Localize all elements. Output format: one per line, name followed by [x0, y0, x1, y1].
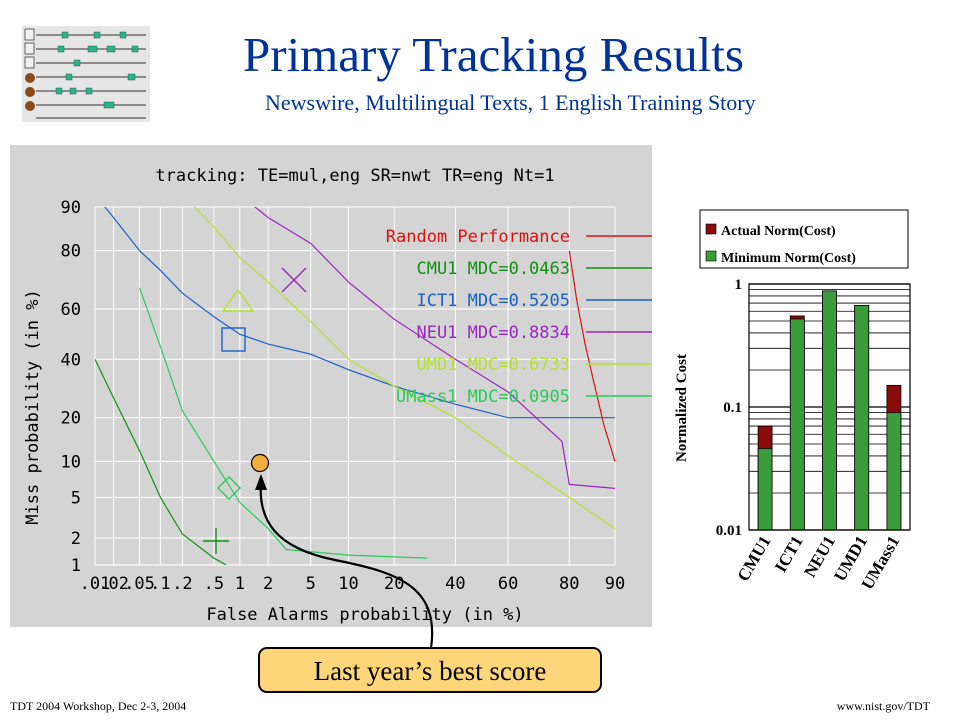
det-y-tick-label: 60	[61, 300, 81, 320]
bar-bars	[757, 290, 902, 531]
det-y-tick-label: 1	[71, 556, 81, 576]
footer-workshop: TDT 2004 Workshop, Dec 2-3, 2004	[10, 699, 187, 713]
callout-arrow-head	[255, 474, 267, 490]
legend-swatch-minimum	[705, 250, 717, 262]
det-x-tick-label: 90	[605, 574, 625, 594]
bar-frame	[748, 283, 911, 531]
cost-bar-chart: Actual Norm(Cost) Minimum Norm(Cost) 1 0.…	[674, 209, 911, 593]
last-year-best-score-marker	[250, 453, 270, 473]
det-x-tick-label: 10	[338, 574, 358, 594]
det-legend-label-umd1: UMD1 MDC=0.6733	[416, 355, 570, 375]
det-x-axis-label: False Alarms probability (in %)	[206, 605, 523, 625]
det-series-cmu1	[95, 359, 227, 565]
det-x-tick-label: .2	[172, 574, 192, 594]
bar-legend: Actual Norm(Cost) Minimum Norm(Cost)	[699, 209, 909, 269]
det-series-neu1	[254, 207, 616, 489]
bar-y-tick-label: 1	[735, 277, 743, 293]
neu1-mdc-marker-b	[281, 267, 307, 293]
det-x-tick-label: 5	[306, 574, 316, 594]
det-x-tick-label: .05	[124, 574, 155, 594]
det-chart: tracking: TE=mul,eng SR=nwt TR=eng Nt=1 …	[10, 145, 652, 627]
det-legend-label-cmu1: CMU1 MDC=0.0463	[416, 259, 570, 279]
legend-swatch-actual	[705, 223, 717, 235]
det-plot-area	[95, 207, 615, 565]
det-y-tick-label: 90	[61, 198, 81, 218]
det-x-tick-label: .1	[150, 574, 170, 594]
bar-y-axis-label: Normalized Cost	[674, 354, 690, 462]
det-x-tick-label: 40	[445, 574, 465, 594]
det-legend-label-neu1: NEU1 MDC=0.8834	[416, 323, 570, 343]
det-legend-label-ict1: ICT1 MDC=0.5205	[416, 291, 570, 311]
det-y-tick-label: 2	[71, 529, 81, 549]
footer-url: www.nist.gov/TDT	[836, 699, 930, 713]
last-year-best-score-callout: Last year’s best score	[258, 647, 602, 693]
det-x-tick-label: 2	[263, 574, 273, 594]
det-legend-label-random: Random Performance	[386, 227, 570, 247]
det-y-tick-label: 10	[61, 452, 81, 472]
det-x-tick-label: .01	[80, 574, 111, 594]
legend-label-minimum: Minimum Norm(Cost)	[721, 251, 856, 266]
det-markers	[203, 267, 307, 554]
det-chart-title: tracking: TE=mul,eng SR=nwt TR=eng Nt=1	[155, 166, 554, 186]
det-x-tick-label: .02	[98, 574, 129, 594]
det-series-umass1	[139, 287, 428, 559]
det-y-tick-label: 80	[61, 242, 81, 262]
det-x-tick-label: 80	[559, 574, 579, 594]
umass1-mdc-marker	[217, 476, 241, 500]
det-series-umd1	[193, 207, 616, 530]
timeline-stories-icon	[22, 26, 150, 122]
det-grid	[94, 206, 616, 566]
det-x-tick-label: 60	[498, 574, 518, 594]
slide-title: Primary Tracking Results	[243, 27, 744, 82]
det-legend: Random Performance CMU1 MDC=0.0463 ICT1 MD…	[386, 227, 652, 407]
slide-subtitle: Newswire, Multilingual Texts, 1 English …	[265, 90, 756, 115]
bar-y-tick-label: 0.1	[723, 400, 742, 416]
det-axes: .01.02.05.1.2.5 1 2 5 10 20 40 60 80 901251020406…	[61, 198, 626, 594]
umd1-mdc-marker	[221, 288, 255, 312]
ict1-mdc-marker	[221, 327, 246, 352]
det-y-tick-label: 40	[61, 350, 81, 370]
bar-y-tick-label: 0.01	[716, 523, 742, 539]
det-x-tick-label: .5	[204, 574, 224, 594]
det-x-tick-label: 1	[235, 574, 245, 594]
det-series-ict1	[104, 207, 615, 419]
det-y-axis-label: Miss probability (in %)	[23, 289, 43, 524]
det-y-tick-label: 20	[61, 409, 81, 429]
legend-label-actual: Actual Norm(Cost)	[721, 224, 836, 239]
det-y-tick-label: 5	[71, 488, 81, 508]
callout-arrow-line	[259, 481, 434, 649]
det-legend-label-umass1: UMass1 MDC=0.0905	[396, 387, 570, 407]
